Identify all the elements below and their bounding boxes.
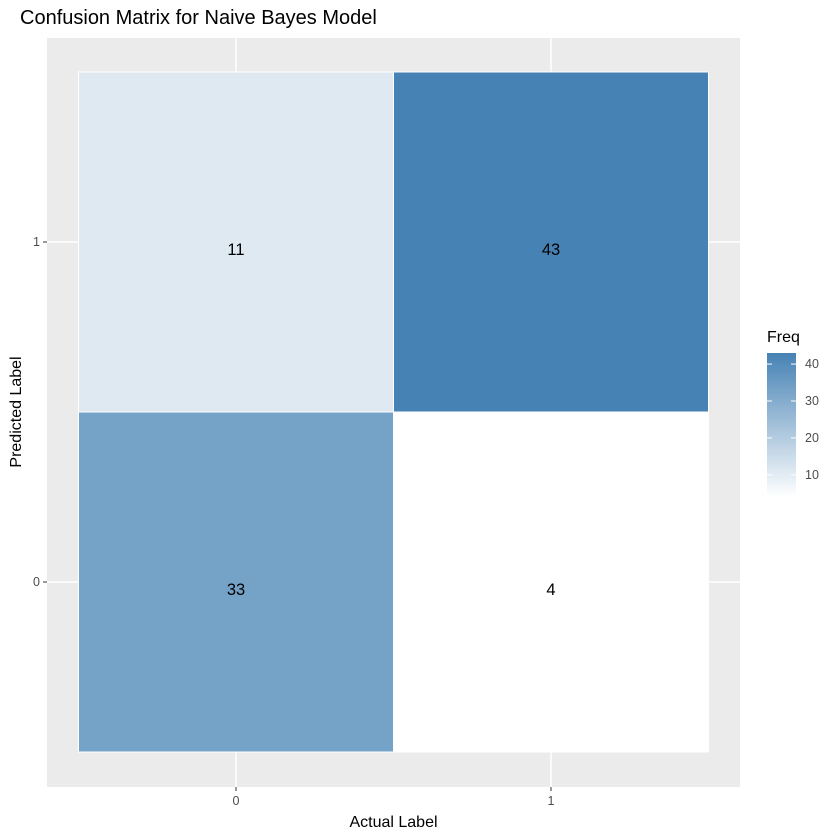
legend-color-bar xyxy=(767,353,796,497)
y-tick-label: 0 xyxy=(33,575,40,589)
y-tick-label: 1 xyxy=(33,235,40,249)
legend-ticks: 10 20 30 40 xyxy=(767,357,819,482)
cell-value-label: 33 xyxy=(227,581,245,599)
x-tick-label: 0 xyxy=(233,794,240,808)
y-axis-title: Predicted Label xyxy=(8,356,25,467)
legend-tick-label: 40 xyxy=(805,357,819,371)
x-axis-title: Actual Label xyxy=(349,814,437,831)
color-legend: Freq 10 20 30 40 xyxy=(767,329,819,497)
heatmap-cell xyxy=(393,411,709,753)
legend-tick-label: 20 xyxy=(805,431,819,445)
heatmap-cell xyxy=(78,411,394,753)
heatmap-cell xyxy=(78,71,394,413)
cell-value-label: 4 xyxy=(546,581,555,599)
chart-title: Confusion Matrix for Naive Bayes Model xyxy=(20,7,377,29)
cell-value-label: 43 xyxy=(542,241,560,259)
x-tick-label: 1 xyxy=(548,794,555,808)
heatmap-cells xyxy=(78,71,709,753)
legend-tick-label: 30 xyxy=(805,394,819,408)
heatmap-cell xyxy=(393,71,709,413)
y-axis-ticks: 01 xyxy=(33,235,47,589)
legend-tick-label: 10 xyxy=(805,468,819,482)
cell-value-label: 11 xyxy=(227,241,244,259)
legend-title: Freq xyxy=(767,329,800,346)
cell-value-labels: 33 4 11 43 xyxy=(227,241,560,599)
